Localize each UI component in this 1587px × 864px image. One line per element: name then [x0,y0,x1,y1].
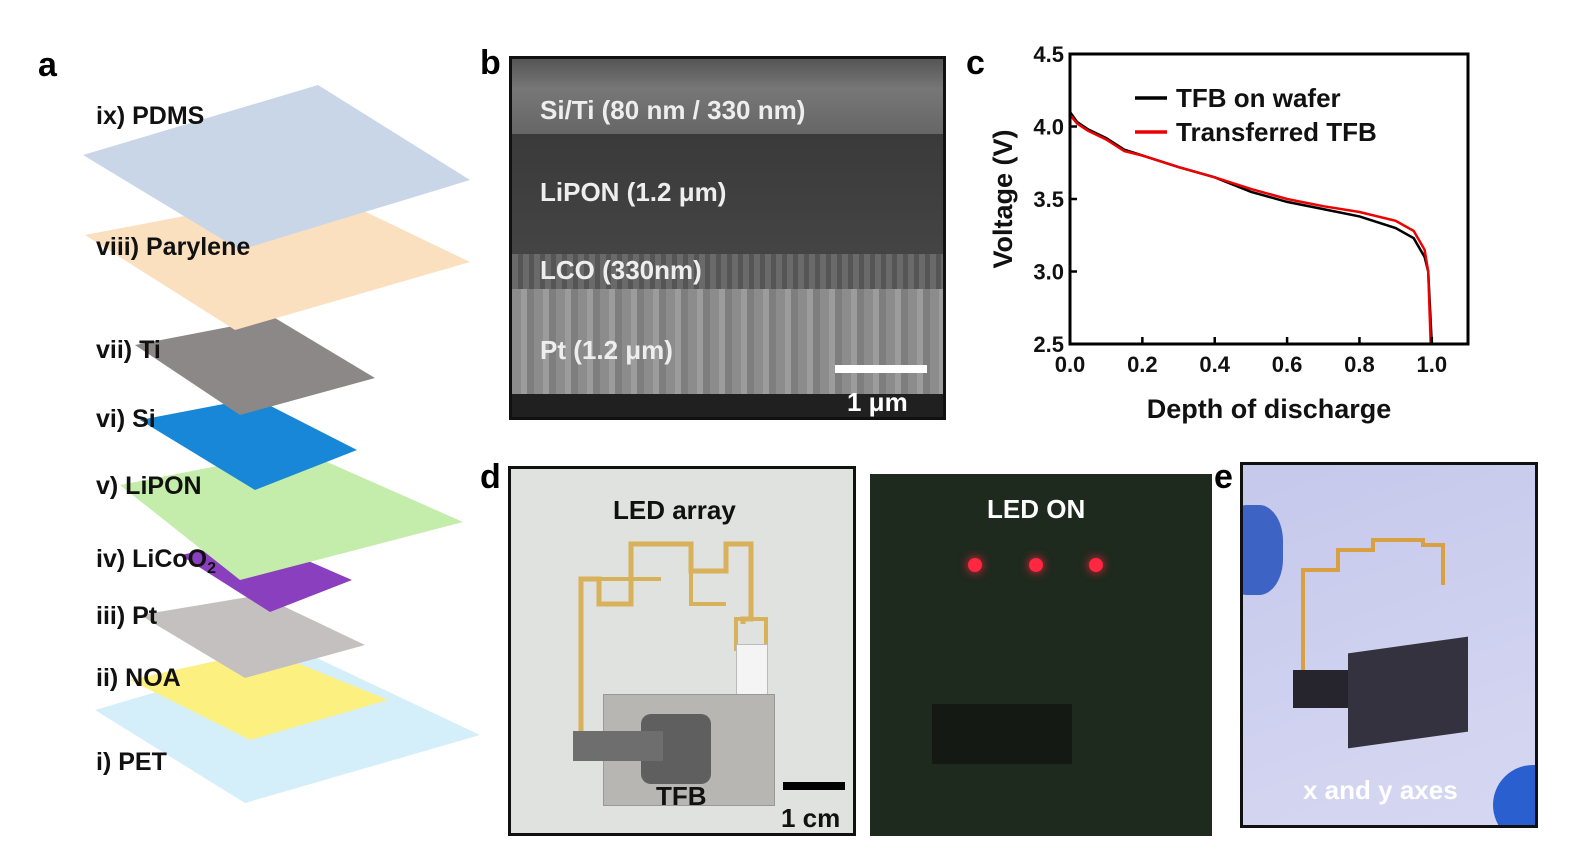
photo-label-tfb: TFB [656,781,707,811]
layer-label-pdms: ix) PDMS [96,102,205,130]
photo-caption-e: x and y axes [1303,775,1458,805]
layer-label-pet: i) PET [96,748,167,776]
x-tick-label: 0.2 [1127,352,1158,377]
photo-title-led-on: LED ON [987,494,1086,524]
layer-label-parylene: viii) Parylene [96,233,251,261]
legend-label-0: TFB on wafer [1176,83,1341,113]
panel-label-b: b [480,44,501,82]
sem-band-lipon [512,134,943,264]
led-1 [968,558,982,572]
sem-label-pt: Pt (1.2 μm) [540,335,673,365]
layer-parylene [85,190,470,330]
led-3 [1089,558,1103,572]
flexed-trace [1301,538,1445,680]
layer-label-lipon: v) LiPON [96,472,202,500]
layer-noa [130,650,388,740]
photo-led-on: LED ON [870,474,1212,836]
panel-label-d: d [480,458,501,496]
y-tick-label: 2.5 [1033,332,1064,357]
panel-label-c: c [966,44,985,82]
legend-label-1: Transferred TFB [1176,117,1377,147]
layer-label-licoo2: iv) LiCoO2 [96,545,216,578]
layer-label-licoo2-sub: 2 [207,560,217,577]
x-tick-label: 0.8 [1344,352,1375,377]
sem-image: Si/Ti (80 nm / 330 nm) LiPON (1.2 μm) LC… [509,56,946,420]
sem-band-siti [512,59,943,134]
series-line-1 [1069,114,1432,345]
tfb-lead [573,731,663,761]
tfb-cell-e [1348,636,1468,749]
scale-bar-label: 1 μm [847,387,908,417]
sem-label-lipon: LiPON (1.2 μm) [540,177,727,207]
layer-label-noa: ii) NOA [96,664,181,692]
layer-label-pt: iii) Pt [96,602,158,630]
glove-left [1243,505,1283,595]
layer-label-ti: vii) Ti [96,336,161,364]
sem-band-substrate [512,394,943,417]
sem-label-lco: LCO (330nm) [540,255,702,285]
y-tick-label: 4.0 [1033,115,1064,140]
photo-title-led-array: LED array [613,495,736,525]
layer-label-licoo2-text: iv) LiCoO [96,545,208,573]
x-tick-label: 0.0 [1055,352,1086,377]
circuit-trace [578,541,768,739]
y-tick-label: 3.0 [1033,260,1064,285]
x-tick-label: 0.4 [1199,352,1230,377]
layer-lipon [120,450,463,580]
led-2 [1029,558,1043,572]
gold-trace-e [1301,538,1445,680]
photo-led-array: LED array TFB 1 cm [508,466,856,836]
layer-ti [135,318,375,415]
x-tick-label: 0.6 [1272,352,1303,377]
layer-si [140,398,357,490]
tfb-dark [932,704,1072,764]
gold-trace-branch [597,571,726,606]
layer-pdms [83,85,470,250]
scale-bar-cm-label: 1 cm [781,803,841,833]
scale-bar [835,365,927,373]
y-axis-label: Voltage (V) [988,129,1018,268]
x-axis-label: Depth of discharge [1147,394,1392,424]
scale-bar-cm [783,782,845,790]
y-tick-label: 4.5 [1033,42,1064,67]
x-tick-label: 1.0 [1417,352,1448,377]
sem-band-pt [512,289,943,394]
sem-band-lco [512,254,943,289]
layer-stack-diagram [83,85,480,803]
panel-label-e: e [1214,458,1233,496]
series-line-0 [1068,111,1434,345]
sem-label-siti: Si/Ti (80 nm / 330 nm) [540,95,806,125]
y-tick-label: 3.5 [1033,187,1064,212]
panel-label-a: a [38,46,57,84]
discharge-chart: 0.0 0.2 0.4 0.6 0.8 1.0 2.5 3.0 3.5 4.0 4.5 Depth o… [988,42,1470,424]
layer-pt [140,595,365,678]
photo-flexed-device: x and y axes [1240,462,1538,828]
layer-label-si: vi) Si [96,405,156,433]
